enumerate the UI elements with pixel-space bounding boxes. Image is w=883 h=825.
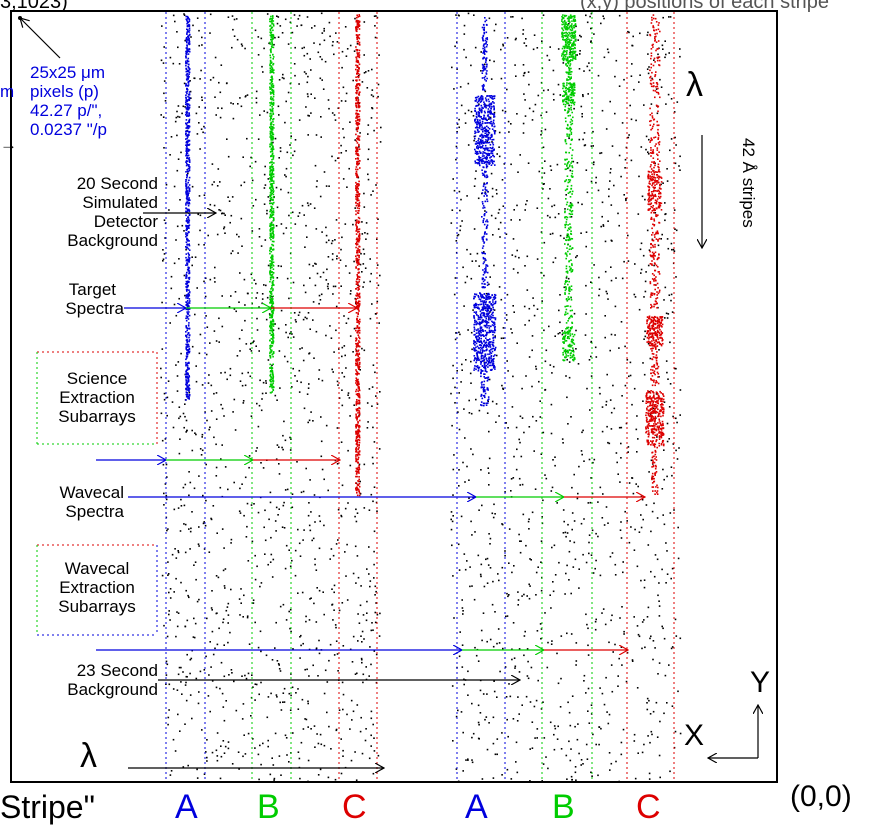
pixel-note-4: 0.0237 "/p (30, 120, 107, 139)
spectrum-c-right-3 (646, 315, 664, 347)
stripe-letter-b2: B (552, 788, 575, 825)
bg23-label-2: Background (67, 680, 158, 699)
background-noise (160, 12, 682, 783)
wavecal-sub-2: Extraction (59, 578, 135, 597)
science-subarray-box (36, 351, 158, 445)
bg23-label-1: 23 Second (77, 661, 158, 680)
spectrum-c-right-0 (649, 14, 661, 172)
spectrum-b-right-3 (564, 104, 574, 332)
wavecal-sub-1: Wavecal (65, 559, 130, 578)
corner-dot (18, 16, 22, 20)
wavecal-label-2: Spectra (65, 502, 124, 521)
spectrum-a-right-2 (481, 165, 489, 289)
top-fragment-right: (x,y) positions of each stripe (580, 0, 829, 13)
wavecal-label-1: Wavecal (59, 483, 124, 502)
science-sub-3: Subarrays (58, 407, 135, 426)
stripe-letter-c2: C (636, 788, 661, 825)
pixel-note-2: pixels (p) (30, 82, 99, 101)
spectrum-b-right-4 (562, 330, 576, 362)
spectrum-b-right-1 (565, 60, 573, 82)
left-arrow-fragment: → (0, 135, 17, 154)
wavecal-subarray-box (36, 544, 158, 636)
spectrum-b-right-2 (562, 82, 576, 106)
stripe-letter-c1: C (342, 788, 367, 825)
spectrum-a-right-1 (474, 95, 496, 167)
spectrum-b-right-0 (561, 14, 577, 62)
left-fragment: m (0, 82, 14, 101)
spectrum-a-right-0 (481, 17, 489, 91)
origin-label: (0,0) (790, 780, 852, 813)
spectrum-a-left (185, 15, 191, 401)
science-sub-2: Extraction (59, 388, 135, 407)
spectrum-c-right-5 (645, 390, 665, 447)
spectrum-c-right-6 (651, 446, 659, 495)
detector-bg-4: Background (67, 231, 158, 250)
stripes-label: 42 Å stripes (739, 138, 758, 228)
detector-frame (10, 10, 778, 783)
detector-bg-2: Simulated (82, 193, 158, 212)
detector-bg-1: 20 Second (77, 174, 158, 193)
stripe-letter-a1: A (175, 788, 198, 825)
spectrum-a-right-3 (473, 292, 497, 372)
stripe-label: Stripe" (0, 789, 95, 825)
lambda-right: λ (686, 66, 703, 104)
science-sub-1: Science (67, 369, 127, 388)
spectrum-b-left (269, 15, 275, 394)
axis-x-label: X (684, 719, 704, 752)
axis-y-label: Y (750, 666, 770, 699)
spectrum-c-right-2 (649, 211, 661, 309)
pixel-note-1: 25x25 μm (30, 63, 105, 82)
detector-bg-3: Detector (94, 212, 159, 231)
spectrum-c-left (355, 14, 361, 497)
stripe-boundaries (165, 12, 675, 781)
target-label-1: Target (69, 280, 117, 299)
stripe-letter-a2: A (465, 788, 488, 825)
lambda-bottom: λ (80, 737, 97, 775)
spectrum-c-right-1 (647, 170, 663, 212)
stripe-letter-b1: B (257, 788, 280, 825)
spectrum-c-right-4 (650, 345, 660, 387)
spectrum-a-right-4 (480, 370, 490, 407)
target-label-2: Spectra (65, 299, 124, 318)
top-fragment-left: 3,1023) (0, 0, 68, 13)
wavecal-sub-3: Subarrays (58, 597, 135, 616)
corner-arrow (20, 18, 61, 59)
target-spectra (185, 14, 665, 497)
pixel-note-3: 42.27 p/", (30, 101, 102, 120)
